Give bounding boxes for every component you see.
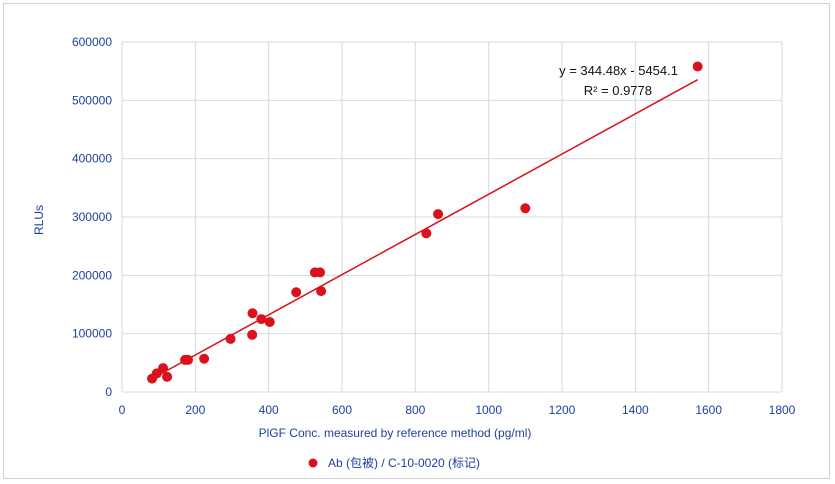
data-points [147, 61, 703, 384]
data-point [247, 329, 258, 340]
gridlines [121, 41, 783, 393]
legend-marker [308, 458, 318, 468]
y-tick-label: 100000 [72, 327, 112, 341]
data-point [183, 354, 193, 365]
x-axis-ticks: 0 200 400 600 800 1000 1200 1400 1600 1800 [119, 403, 796, 417]
data-point [520, 203, 531, 214]
data-point [158, 363, 169, 374]
x-tick-label: 1000 [475, 403, 502, 417]
chart-frame: 0 100000 200000 300000 400000 500000 600000 0 2… [3, 3, 830, 479]
x-tick-label: 1800 [769, 403, 796, 417]
data-point [256, 314, 267, 325]
data-point [316, 286, 327, 297]
x-tick-label: 1400 [622, 403, 649, 417]
x-tick-label: 0 [119, 403, 126, 417]
y-axis-ticks: 0 100000 200000 300000 400000 500000 600000 [72, 35, 112, 399]
y-tick-label: 300000 [72, 210, 112, 224]
data-point [421, 228, 432, 239]
x-axis-title: PlGF Conc. measured by reference method … [259, 426, 532, 440]
y-tick-label: 0 [105, 385, 112, 399]
data-point [692, 61, 703, 72]
data-point [315, 267, 325, 278]
data-point [264, 317, 275, 327]
y-tick-label: 200000 [72, 268, 112, 282]
data-point [291, 287, 302, 298]
data-point [162, 371, 173, 382]
trendline-r2: R² = 0.9778 [584, 83, 652, 98]
x-tick-label: 1600 [695, 403, 722, 417]
data-point [199, 353, 210, 364]
x-tick-label: 600 [332, 403, 352, 417]
trendline-equation: y = 344.48x - 5454.1 [559, 63, 678, 78]
data-point [433, 209, 444, 220]
y-tick-label: 600000 [72, 35, 112, 49]
x-tick-label: 400 [259, 403, 279, 417]
y-tick-label: 400000 [72, 152, 112, 166]
y-tick-label: 500000 [72, 93, 112, 107]
legend-label: Ab (包被) / C-10-0020 (标记) [328, 456, 480, 470]
x-tick-label: 800 [405, 403, 425, 417]
x-tick-label: 1200 [549, 403, 576, 417]
data-point [247, 308, 258, 319]
x-tick-label: 200 [185, 403, 205, 417]
data-point [225, 333, 236, 344]
scatter-chart: 0 100000 200000 300000 400000 500000 600000 0 2… [32, 35, 796, 470]
y-axis-title: RLUs [32, 205, 46, 235]
legend: Ab (包被) / C-10-0020 (标记) [308, 456, 480, 470]
